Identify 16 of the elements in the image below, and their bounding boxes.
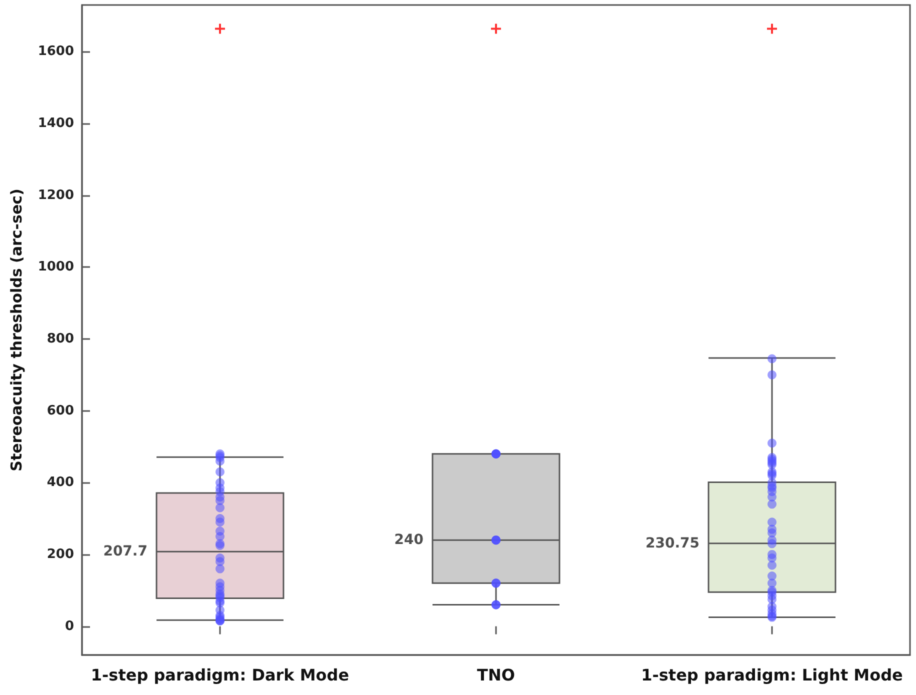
annotation: 207.7 xyxy=(103,544,148,560)
y-tick-label: 400 xyxy=(46,475,74,490)
y-tick-label: 800 xyxy=(46,331,74,346)
y-tick-label: 1400 xyxy=(38,116,74,132)
y-tick-label: 600 xyxy=(46,403,74,418)
x-tick-label: TNO xyxy=(477,666,515,684)
x-tick-label: 1-step paradigm: Dark Mode xyxy=(90,666,350,684)
y-tick-label: 0 xyxy=(64,618,74,634)
x-tick-label: 1-step paradigm: Light Mode xyxy=(641,666,904,684)
y-tick-label: 1200 xyxy=(38,188,74,203)
y-tick-label: 1000 xyxy=(38,260,74,275)
annotation: 230.75 xyxy=(645,535,700,552)
y-tick-label: 200 xyxy=(46,546,74,562)
y-axis-title: Stereoacuity thresholds (arc-sec) xyxy=(8,188,26,472)
y-tick-label: 1600 xyxy=(38,44,74,60)
annotation: 240 xyxy=(394,532,424,548)
